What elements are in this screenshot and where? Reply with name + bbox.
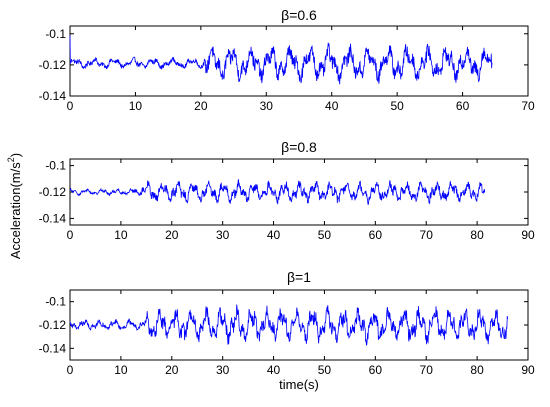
x-tick-label: 30 xyxy=(260,99,274,113)
x-tick-label: 0 xyxy=(67,363,74,377)
y-tick-label: -0.1 xyxy=(45,159,66,173)
x-tick-label: 50 xyxy=(318,363,332,377)
x-tick-label: 60 xyxy=(456,99,470,113)
y-tick-label: -0.1 xyxy=(45,295,66,309)
x-tick-label: 0 xyxy=(67,99,74,113)
subplot-title: β=0.8 xyxy=(281,139,317,155)
y-axis-label: Acceleration(m/s2) xyxy=(6,153,23,259)
y-ticks: -0.1 -0.12 -0.14 xyxy=(39,27,528,103)
x-tick-label: 40 xyxy=(325,99,339,113)
x-tick-label: 80 xyxy=(470,363,484,377)
x-tick-label: 50 xyxy=(390,99,404,113)
y-tick-label: -0.14 xyxy=(39,211,67,225)
x-axis-label: time(s) xyxy=(279,377,319,392)
y-ticks: -0.1 -0.12 -0.14 xyxy=(39,295,528,355)
acceleration-series-line xyxy=(69,304,509,346)
y-tick-label: -0.12 xyxy=(39,185,67,199)
acceleration-series-line xyxy=(69,179,486,205)
subplot-beta-0-6: β=0.6 0 10 20 30 40 50 60 70 -0.1 -0.12 -0.14 xyxy=(39,7,535,113)
x-tick-label: 20 xyxy=(165,228,179,242)
x-tick-label: 40 xyxy=(267,228,281,242)
x-tick-label: 0 xyxy=(67,228,74,242)
y-axis-label-text: Acceleration(m/s xyxy=(8,162,23,259)
x-ticks: 0 10 20 30 40 50 60 70 xyxy=(67,26,535,113)
y-axis-label-close: ) xyxy=(8,153,23,157)
x-tick-label: 70 xyxy=(420,228,434,242)
y-tick-label: -0.14 xyxy=(39,89,67,103)
x-tick-label: 10 xyxy=(114,363,128,377)
x-tick-label: 10 xyxy=(129,99,143,113)
y-tick-label: -0.1 xyxy=(45,27,66,41)
x-tick-label: 90 xyxy=(521,228,535,242)
y-tick-label: -0.12 xyxy=(39,58,67,72)
x-tick-label: 90 xyxy=(521,363,535,377)
plot-area xyxy=(69,158,529,226)
y-tick-label: -0.14 xyxy=(39,341,67,355)
x-tick-label: 60 xyxy=(369,363,383,377)
subplot-beta-0-8: β=0.8 0 10 20 30 40 50 60 70 80 90 -0.1 -0.12 -0.14 xyxy=(39,139,535,242)
y-axis-label-superscript: 2 xyxy=(6,157,16,162)
x-tick-label: 50 xyxy=(318,228,332,242)
x-tick-label: 10 xyxy=(114,228,128,242)
acceleration-series-line xyxy=(69,35,493,85)
subplot-beta-1: β=1 0 10 20 30 40 50 60 70 80 90 -0.1 -0.12 -0.14 xyxy=(39,269,535,377)
x-tick-label: 60 xyxy=(369,228,383,242)
x-tick-label: 30 xyxy=(216,228,230,242)
x-ticks: 0 10 20 30 40 50 60 70 80 90 xyxy=(67,159,535,242)
subplot-title: β=1 xyxy=(287,269,311,285)
x-tick-label: 40 xyxy=(267,363,281,377)
x-tick-label: 70 xyxy=(521,99,535,113)
x-tick-label: 20 xyxy=(194,99,208,113)
x-tick-label: 80 xyxy=(470,228,484,242)
subplot-title: β=0.6 xyxy=(281,7,317,23)
y-ticks: -0.1 -0.12 -0.14 xyxy=(39,159,528,225)
x-tick-label: 70 xyxy=(420,363,434,377)
x-tick-label: 30 xyxy=(216,363,230,377)
x-tick-label: 20 xyxy=(165,363,179,377)
y-tick-label: -0.12 xyxy=(39,318,67,332)
x-ticks: 0 10 20 30 40 50 60 70 80 90 xyxy=(67,290,535,377)
